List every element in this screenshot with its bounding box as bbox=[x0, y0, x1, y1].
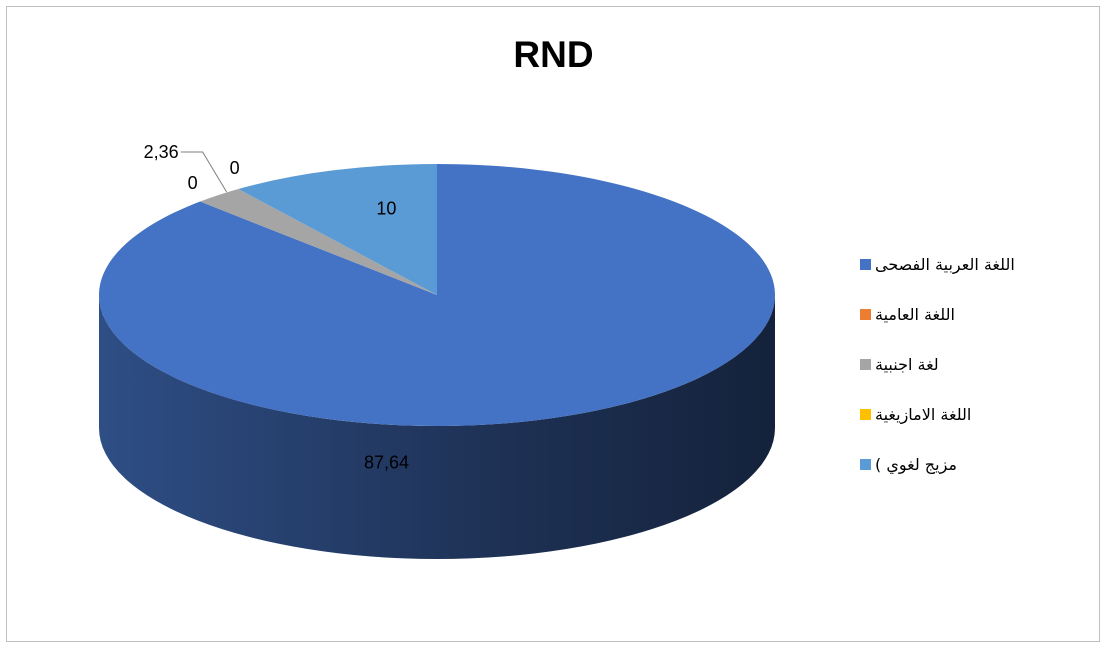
legend-label-3: اللغة الامازيغية bbox=[875, 405, 972, 424]
legend-label-1: اللغة العامية bbox=[875, 305, 955, 324]
pie-slice-2 bbox=[200, 189, 437, 295]
pie-slice-4 bbox=[238, 164, 437, 295]
legend-label-0: اللغة العربية الفصحى bbox=[875, 255, 1015, 274]
legend-swatch-4 bbox=[860, 459, 871, 470]
chart-legend: اللغة العربية الفصحى اللغة العامية لغة اجن… bbox=[860, 252, 1080, 502]
data-label-0: 87,64 bbox=[364, 452, 409, 472]
pie-slice-0 bbox=[99, 164, 776, 426]
data-label-2: 2,36 bbox=[144, 142, 179, 162]
leader-line bbox=[180, 151, 228, 193]
pie-slice-side-0 bbox=[99, 295, 775, 559]
legend-swatch-1 bbox=[860, 309, 871, 320]
legend-label-2: لغة اجنبية bbox=[875, 355, 939, 374]
legend-label-4: مزيج لغوي ) bbox=[875, 455, 957, 474]
legend-item-4: مزيج لغوي ) bbox=[860, 452, 1080, 477]
legend-item-2: لغة اجنبية bbox=[860, 352, 1080, 377]
data-label-3: 0 bbox=[230, 158, 240, 178]
data-label-4: 10 bbox=[376, 198, 396, 218]
legend-item-0: اللغة العربية الفصحى bbox=[860, 252, 1080, 277]
chart-title: RND bbox=[513, 34, 594, 75]
legend-swatch-2 bbox=[860, 359, 871, 370]
data-label-1: 0 bbox=[188, 173, 198, 193]
legend-swatch-3 bbox=[860, 409, 871, 420]
legend-item-1: اللغة العامية bbox=[860, 302, 1080, 327]
legend-swatch-0 bbox=[860, 259, 871, 270]
legend-item-3: اللغة الامازيغية bbox=[860, 402, 1080, 427]
